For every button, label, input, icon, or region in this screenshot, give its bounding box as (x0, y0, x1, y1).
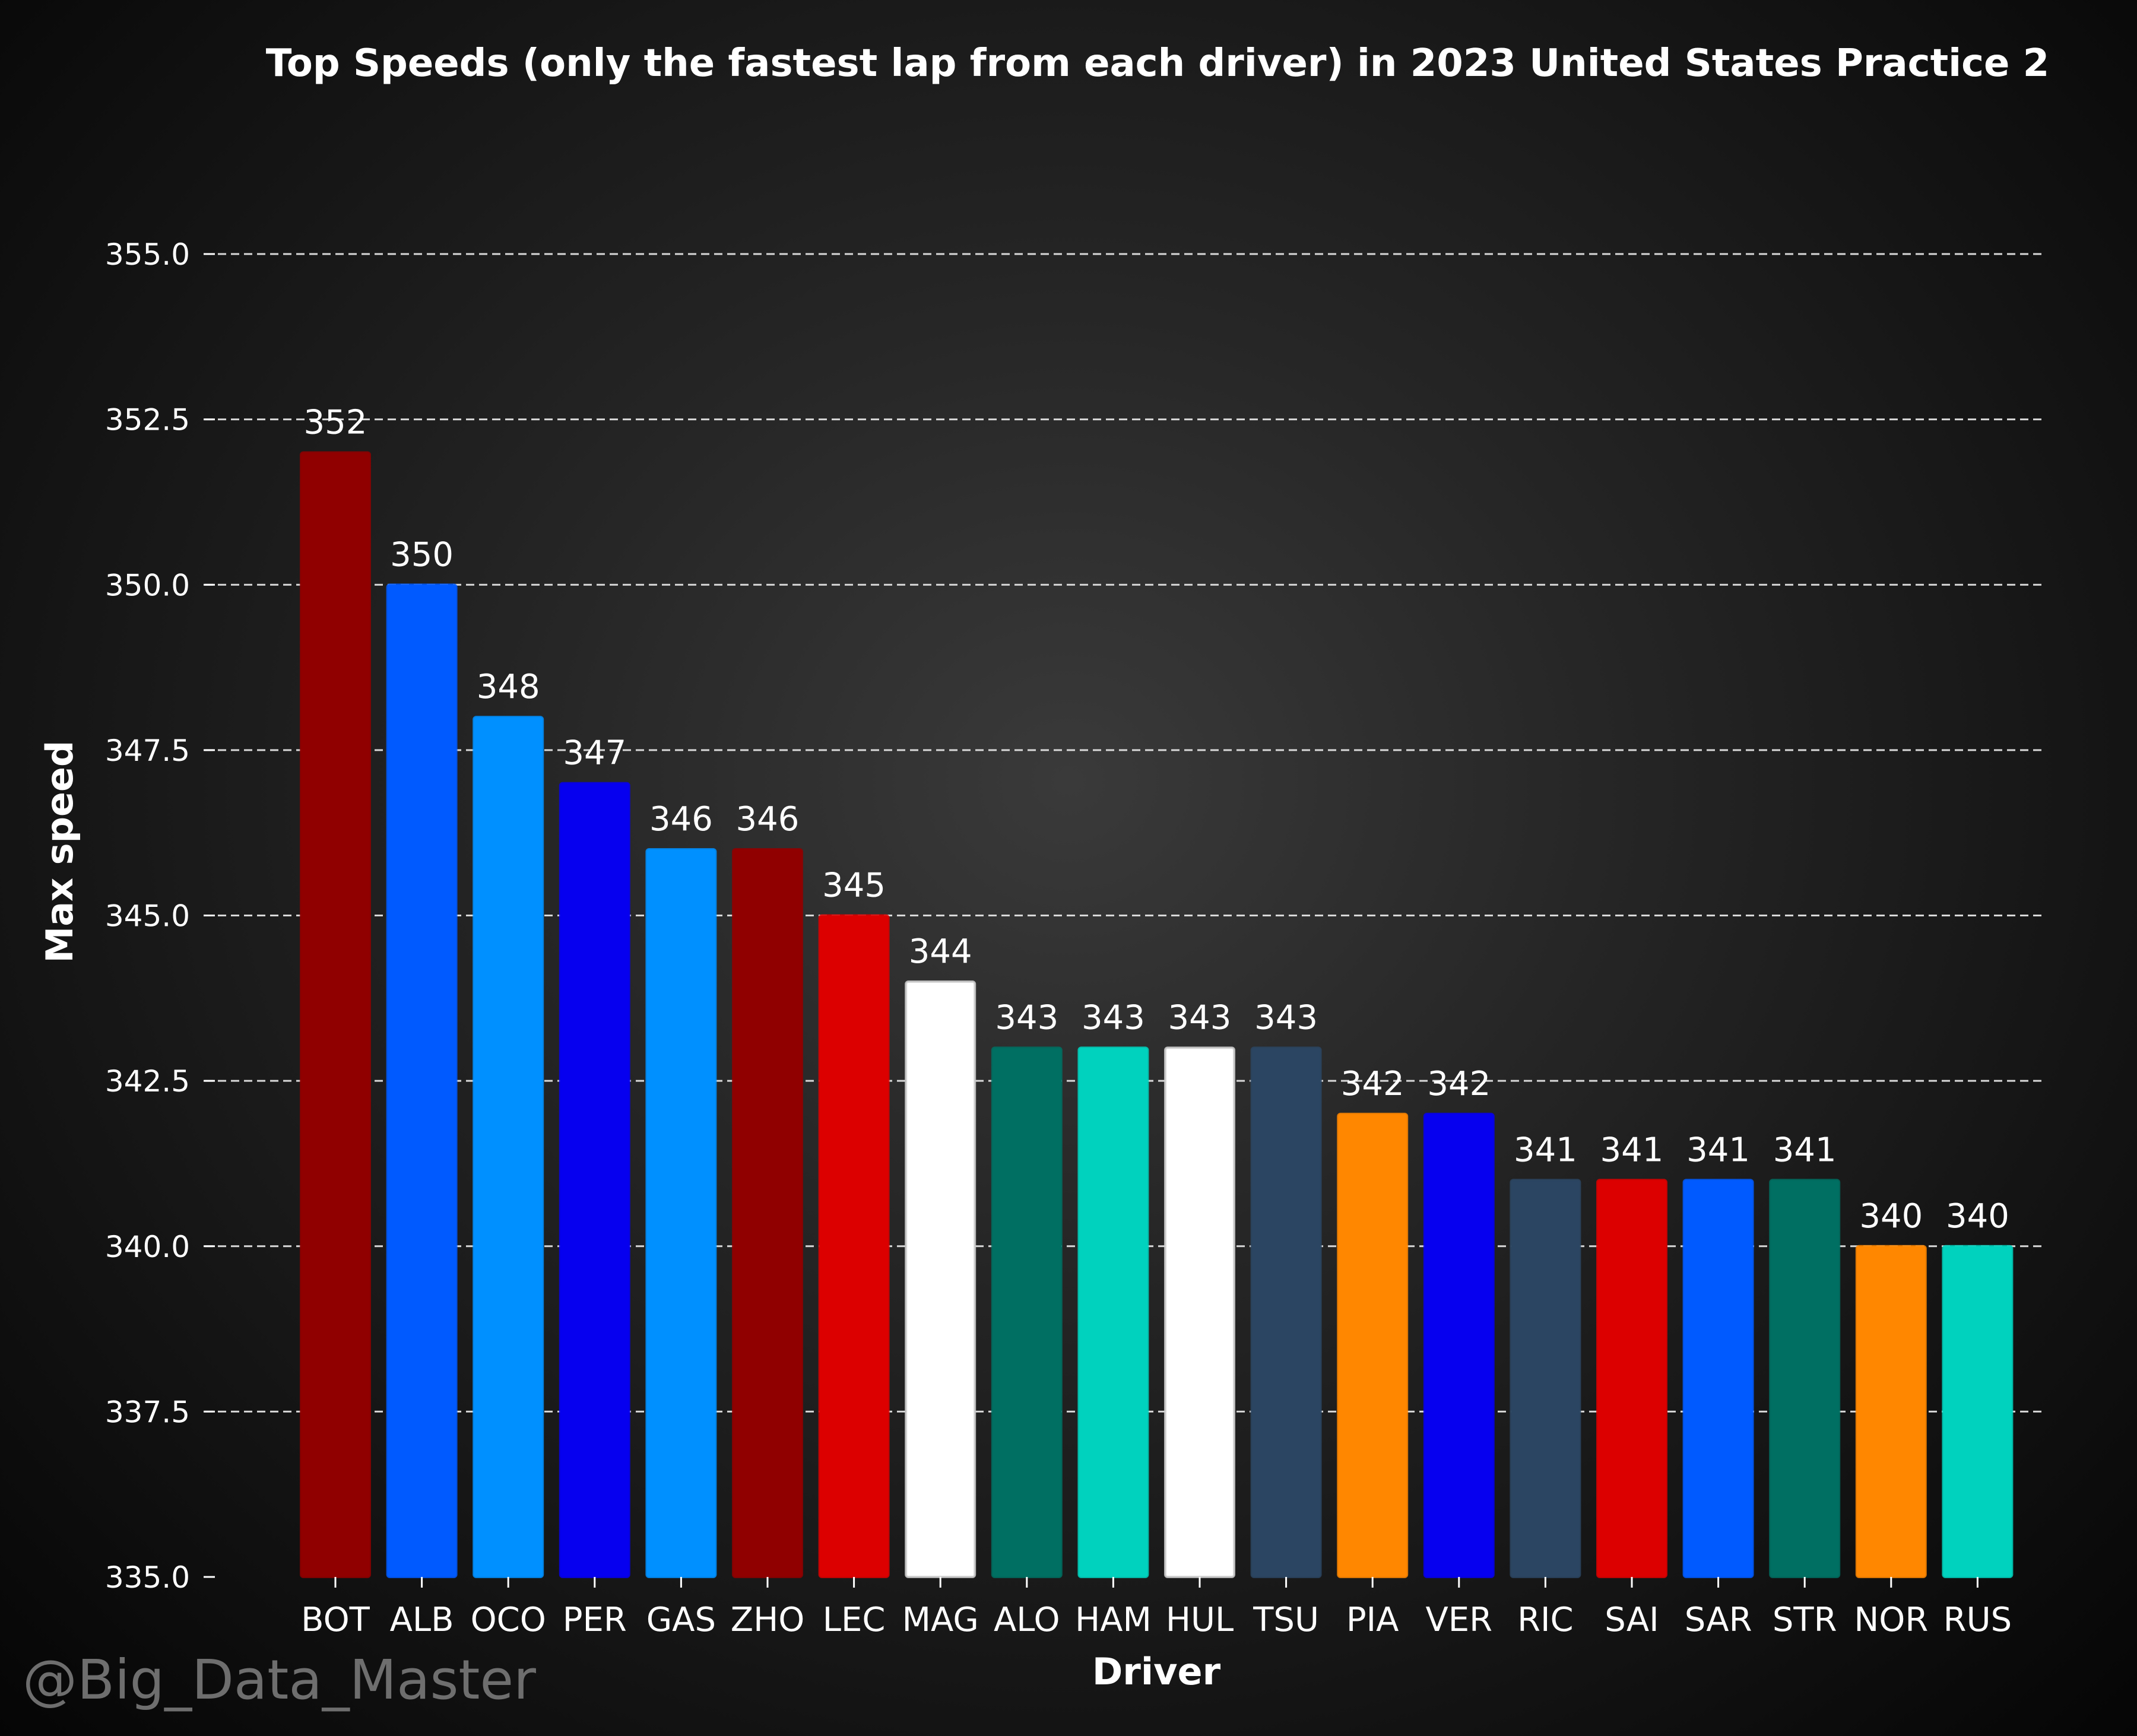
bar (1337, 1112, 1409, 1578)
bar (1164, 1046, 1235, 1578)
y-axis-ticks: 335.0 337.5 340.0 342.5 345.0 347.5 350.0 352.5… (105, 237, 215, 1595)
value-label: 343 (995, 998, 1058, 1037)
bar (473, 716, 544, 1578)
watermark: @Big_Data_Master (23, 1648, 536, 1712)
bar (300, 451, 371, 1578)
x-tick-label: BOT (301, 1601, 370, 1639)
value-label: 340 (1946, 1197, 2009, 1236)
bar (991, 1046, 1063, 1578)
x-tick-label: ALO (994, 1601, 1060, 1639)
y-axis-label: Max speed (38, 741, 81, 963)
value-label: 346 (649, 800, 713, 839)
y-tick-label: 340.0 (105, 1230, 190, 1264)
x-tick-label: RIC (1517, 1601, 1574, 1639)
x-tick-label: ALB (390, 1601, 454, 1639)
bar (1423, 1112, 1495, 1578)
bar (818, 914, 890, 1578)
value-label: 346 (736, 800, 800, 839)
bar (1942, 1245, 2014, 1578)
x-tick-label: GAS (646, 1601, 716, 1639)
value-label: 343 (1168, 998, 1232, 1037)
bar (1769, 1179, 1841, 1579)
x-tick-label: ZHO (731, 1601, 805, 1639)
value-label: 345 (822, 867, 886, 905)
value-label: 348 (477, 668, 540, 706)
value-label: 341 (1773, 1131, 1837, 1169)
value-label: 340 (1859, 1197, 1923, 1236)
chart-title: Top Speeds (only the fastest lap from ea… (266, 42, 2050, 85)
bar (559, 782, 630, 1578)
x-tick-label: HAM (1075, 1601, 1152, 1639)
bar (1855, 1245, 1927, 1578)
y-tick-label: 337.5 (105, 1395, 190, 1429)
x-tick-label: HUL (1166, 1601, 1234, 1639)
value-label: 341 (1600, 1131, 1664, 1169)
x-axis-ticks: BOT ALB OCO PER GAS ZHO LEC MAG ALO HAM HUL TSU PIA V… (301, 1577, 2012, 1639)
x-tick-label: NOR (1854, 1601, 1928, 1639)
bar (1250, 1046, 1322, 1578)
value-label: 344 (909, 932, 972, 971)
x-tick-label: TSU (1253, 1601, 1319, 1639)
y-tick-label: 355.0 (105, 237, 190, 272)
bar (1682, 1179, 1754, 1579)
value-label: 350 (390, 535, 454, 574)
bars (300, 451, 2014, 1579)
bar (732, 848, 803, 1578)
value-label: 352 (304, 403, 367, 442)
value-labels: 352 350 348 347 346 346 345 344 343 343 343 343 342 3… (304, 403, 2009, 1235)
bar (645, 848, 717, 1578)
y-tick-label: 342.5 (105, 1064, 190, 1099)
x-tick-label: LEC (823, 1601, 886, 1639)
x-tick-label: PER (563, 1601, 627, 1639)
x-tick-label: MAG (902, 1601, 979, 1639)
x-tick-label: OCO (471, 1601, 546, 1639)
y-tick-label: 352.5 (105, 403, 190, 437)
y-tick-label: 345.0 (105, 899, 190, 934)
bar (1596, 1179, 1667, 1579)
x-tick-label: RUS (1943, 1601, 2012, 1639)
x-tick-label: SAR (1685, 1601, 1752, 1639)
x-tick-label: STR (1773, 1601, 1837, 1639)
x-tick-label: SAI (1605, 1601, 1659, 1639)
x-axis-label: Driver (1092, 1650, 1221, 1693)
y-tick-label: 335.0 (105, 1560, 190, 1595)
bar (1077, 1046, 1149, 1578)
x-tick-label: VER (1425, 1601, 1492, 1639)
x-tick-label: PIA (1346, 1601, 1399, 1639)
value-label: 347 (563, 734, 626, 773)
value-label: 342 (1427, 1065, 1491, 1103)
value-label: 343 (1254, 998, 1318, 1037)
y-tick-label: 350.0 (105, 568, 190, 602)
bar (905, 980, 976, 1578)
value-label: 343 (1082, 998, 1145, 1037)
value-label: 341 (1686, 1131, 1750, 1169)
bar (1510, 1179, 1581, 1579)
value-label: 342 (1341, 1065, 1404, 1103)
value-label: 341 (1514, 1131, 1577, 1169)
y-tick-label: 347.5 (105, 734, 190, 768)
bar (386, 583, 458, 1578)
